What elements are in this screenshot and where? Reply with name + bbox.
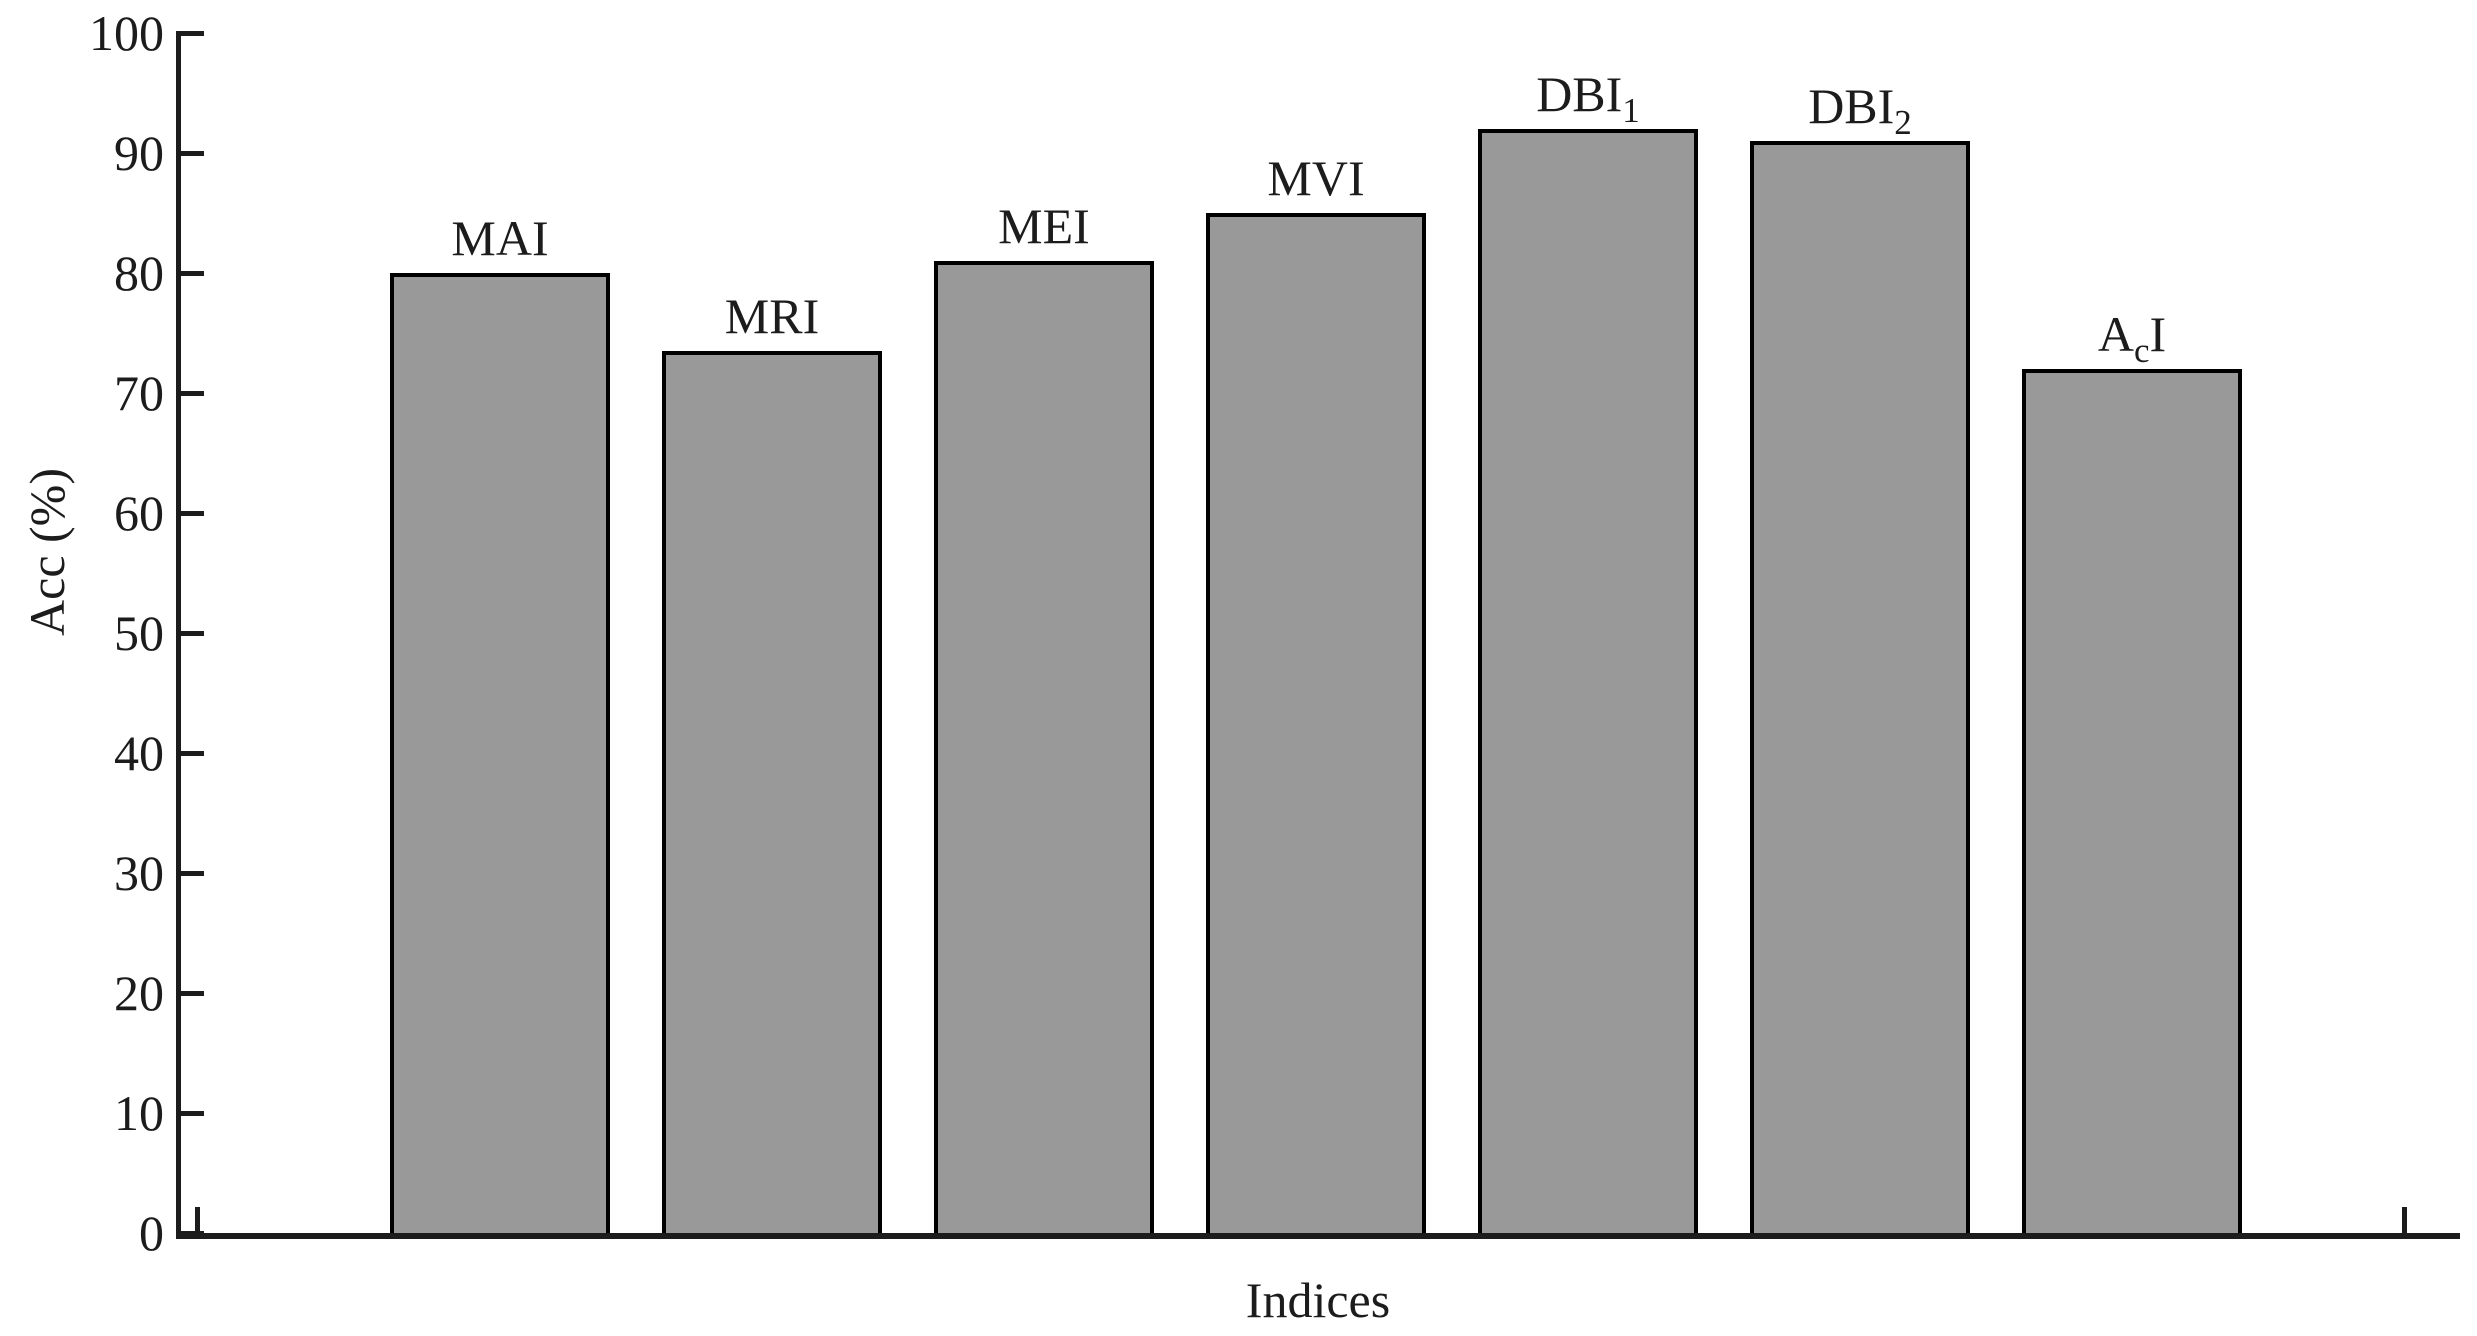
x-axis-end-tick-left bbox=[195, 1207, 200, 1233]
bar-mai bbox=[390, 273, 610, 1238]
bar-label-mvi: MVI bbox=[1267, 150, 1365, 206]
y-axis-label: Acc (%) bbox=[19, 468, 75, 636]
bar-label-mei: MEI bbox=[998, 198, 1090, 254]
y-tick-label: 0 bbox=[139, 1205, 164, 1261]
bar-mri bbox=[662, 351, 882, 1238]
y-tick bbox=[176, 391, 204, 396]
y-tick-label: 80 bbox=[114, 245, 164, 301]
y-tick-label: 70 bbox=[114, 365, 164, 421]
y-tick bbox=[176, 511, 204, 516]
bar-dbi2 bbox=[1750, 141, 1970, 1238]
x-axis-line bbox=[176, 1233, 2460, 1239]
y-tick-label: 60 bbox=[114, 485, 164, 541]
y-tick-label: 90 bbox=[114, 125, 164, 181]
y-tick-label: 40 bbox=[114, 725, 164, 781]
y-tick bbox=[176, 1111, 204, 1116]
x-axis-label: Indices bbox=[1245, 1272, 1391, 1328]
y-tick bbox=[176, 31, 204, 36]
y-tick bbox=[176, 1231, 204, 1236]
bar-mvi bbox=[1206, 213, 1426, 1238]
x-axis-end-tick-right bbox=[2402, 1207, 2407, 1233]
bar-label-mai: MAI bbox=[451, 210, 549, 266]
y-tick bbox=[176, 151, 204, 156]
bar-label-aci: AcI bbox=[2097, 306, 2167, 370]
y-tick bbox=[176, 751, 204, 756]
bar-label-dbi2: DBI2 bbox=[1808, 78, 1912, 142]
y-tick-label: 50 bbox=[114, 605, 164, 661]
bar-aci bbox=[2022, 369, 2242, 1238]
bar-mei bbox=[934, 261, 1154, 1238]
y-tick bbox=[176, 871, 204, 876]
bar-label-dbi1: DBI1 bbox=[1536, 66, 1640, 130]
y-tick-label: 30 bbox=[114, 845, 164, 901]
y-tick-label: 20 bbox=[114, 965, 164, 1021]
y-tick-label: 100 bbox=[89, 5, 164, 61]
y-tick bbox=[176, 271, 204, 276]
bar-label-mri: MRI bbox=[724, 288, 820, 344]
y-tick-label: 10 bbox=[114, 1085, 164, 1141]
y-tick bbox=[176, 991, 204, 996]
y-tick bbox=[176, 631, 204, 636]
bar-dbi1 bbox=[1478, 129, 1698, 1238]
